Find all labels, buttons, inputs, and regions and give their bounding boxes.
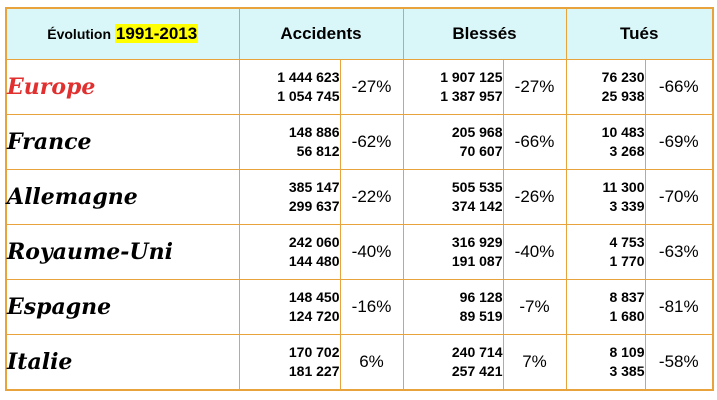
value-1991: 11 300 — [602, 179, 645, 195]
value-2013: 3 385 — [609, 362, 645, 379]
blesses-values: 205 968 70 607 — [402, 114, 504, 170]
tues-change: -81% — [644, 279, 714, 335]
accidents-change: -27% — [339, 59, 404, 115]
value-1991: 242 060 — [288, 234, 340, 250]
country-name: Europe — [5, 59, 240, 115]
value-1991: 76 230 — [601, 69, 645, 85]
value-2013: 257 421 — [451, 362, 503, 379]
blesses-change: 7% — [502, 334, 567, 390]
value-1991: 4 753 — [609, 234, 645, 250]
blesses-values: 96 128 89 519 — [402, 279, 504, 335]
accidents-values: 385 147 299 637 — [238, 169, 341, 225]
value-1991: 1 907 125 — [440, 69, 503, 85]
value-2013: 89 519 — [459, 308, 503, 324]
accidents-header: Accidents — [238, 7, 404, 60]
tues-change: -63% — [644, 224, 714, 280]
table-row-france: France 148 886 56 812 -62% 205 968 70 607 … — [5, 114, 714, 170]
value-2013: 299 637 — [288, 198, 340, 214]
value-1991: 205 968 — [451, 124, 503, 140]
value-2013: 70 607 — [459, 143, 503, 159]
value-1991: 505 535 — [451, 179, 503, 195]
table-row-allemagne: Allemagne 385 147 299 637 -22% 505 535 374… — [5, 169, 714, 225]
table-row-italie: Italie 170 702 181 227 6% 240 714 257 421 … — [5, 334, 714, 390]
value-2013: 374 142 — [451, 198, 503, 214]
value-1991: 148 886 — [288, 124, 340, 140]
blesses-change: -27% — [502, 59, 567, 115]
tues-values: 11 300 3 339 — [565, 169, 646, 225]
value-2013: 3 339 — [609, 198, 645, 214]
country-name: Allemagne — [5, 169, 240, 225]
evolution-label: Évolution — [47, 26, 112, 42]
value-2013: 56 812 — [296, 143, 340, 159]
table-row-espagne: Espagne 148 450 124 720 -16% 96 128 89 519… — [5, 279, 714, 335]
blesses-change: -40% — [502, 224, 567, 280]
header-row: Évolution 1991-2013 Accidents Blessés Tu… — [5, 7, 714, 60]
accidents-change: -22% — [339, 169, 404, 225]
blesses-change: -66% — [502, 114, 567, 170]
country-name: Royaume-Uni — [5, 224, 240, 280]
value-1991: 240 714 — [451, 343, 503, 360]
tues-values: 8 837 1 680 — [565, 279, 646, 335]
value-1991: 8 109 — [609, 343, 645, 360]
value-1991: 1 444 623 — [277, 69, 340, 85]
tues-values: 4 753 1 770 — [565, 224, 646, 280]
blesses-change: -26% — [502, 169, 567, 225]
value-2013: 124 720 — [288, 308, 340, 324]
blesses-values: 316 929 191 087 — [402, 224, 504, 280]
tues-change: -66% — [644, 59, 714, 115]
value-2013: 181 227 — [288, 362, 340, 379]
value-1991: 10 483 — [601, 124, 645, 140]
blesses-header: Blessés — [402, 7, 567, 60]
table-row-europe: Europe 1 444 623 1 054 745 -27% 1 907 125… — [5, 59, 714, 115]
value-1991: 96 128 — [459, 289, 503, 305]
accidents-values: 170 702 181 227 — [238, 334, 341, 390]
accidents-change: -16% — [339, 279, 404, 335]
country-name: France — [5, 114, 240, 170]
accidents-values: 148 886 56 812 — [238, 114, 341, 170]
tues-values: 8 109 3 385 — [565, 334, 646, 390]
country-name: Espagne — [5, 279, 240, 335]
accidents-values: 242 060 144 480 — [238, 224, 341, 280]
value-1991: 170 702 — [288, 343, 340, 360]
blesses-values: 1 907 125 1 387 957 — [402, 59, 504, 115]
road-safety-table: Évolution 1991-2013 Accidents Blessés Tu… — [5, 7, 715, 391]
tues-header: Tués — [565, 7, 714, 60]
accidents-change: -40% — [339, 224, 404, 280]
tues-values: 76 230 25 938 — [565, 59, 646, 115]
blesses-change: -7% — [502, 279, 567, 335]
tues-change: -69% — [644, 114, 714, 170]
table-row-royaume-uni: Royaume-Uni 242 060 144 480 -40% 316 929 1… — [5, 224, 714, 280]
value-2013: 1 054 745 — [277, 88, 340, 104]
accidents-values: 148 450 124 720 — [238, 279, 341, 335]
value-2013: 3 268 — [609, 143, 645, 159]
value-2013: 1 387 957 — [440, 88, 503, 104]
value-1991: 8 837 — [609, 289, 645, 305]
value-2013: 1 680 — [609, 308, 645, 324]
value-2013: 1 770 — [609, 253, 645, 269]
accidents-change: -62% — [339, 114, 404, 170]
tues-values: 10 483 3 268 — [565, 114, 646, 170]
value-1991: 316 929 — [451, 234, 503, 250]
blesses-values: 505 535 374 142 — [402, 169, 504, 225]
value-2013: 144 480 — [288, 253, 340, 269]
period-highlight: 1991-2013 — [114, 24, 199, 43]
tues-change: -58% — [644, 334, 714, 390]
blesses-values: 240 714 257 421 — [402, 334, 504, 390]
value-2013: 25 938 — [601, 88, 645, 104]
period-header: Évolution 1991-2013 — [5, 7, 240, 60]
accidents-values: 1 444 623 1 054 745 — [238, 59, 341, 115]
tues-change: -70% — [644, 169, 714, 225]
value-1991: 148 450 — [288, 289, 340, 305]
accidents-change: 6% — [339, 334, 404, 390]
value-1991: 385 147 — [288, 179, 340, 195]
value-2013: 191 087 — [451, 253, 503, 269]
country-name: Italie — [5, 334, 240, 390]
